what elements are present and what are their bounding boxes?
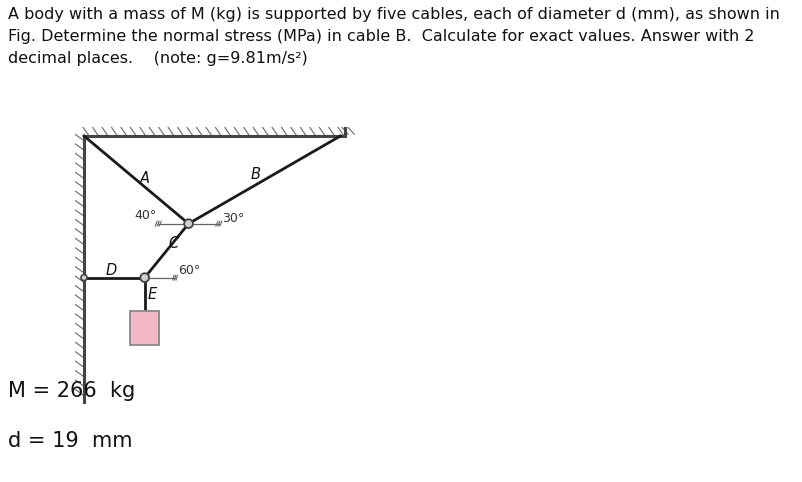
Bar	[130, 311, 159, 345]
Text: B: B	[251, 167, 261, 182]
Text: Fig. Determine the normal stress (MPa) in cable B.  Calculate for exact values. : Fig. Determine the normal stress (MPa) i…	[8, 29, 754, 44]
Text: D: D	[105, 263, 116, 278]
Text: d = 19  mm: d = 19 mm	[8, 431, 132, 451]
Text: 40°: 40°	[134, 209, 156, 222]
Circle shape	[81, 275, 87, 281]
Text: 30°: 30°	[222, 212, 245, 225]
Circle shape	[184, 219, 192, 228]
Circle shape	[140, 273, 149, 282]
Text: A body with a mass of M (kg) is supported by five cables, each of diameter d (mm: A body with a mass of M (kg) is supporte…	[8, 7, 779, 22]
Text: decimal places.    (note: g=9.81m/s²): decimal places. (note: g=9.81m/s²)	[8, 51, 307, 66]
Text: E: E	[148, 287, 156, 302]
Text: M = 266  kg: M = 266 kg	[8, 381, 135, 401]
Text: A: A	[140, 171, 149, 186]
Text: C: C	[168, 236, 178, 252]
Text: 60°: 60°	[178, 264, 200, 277]
